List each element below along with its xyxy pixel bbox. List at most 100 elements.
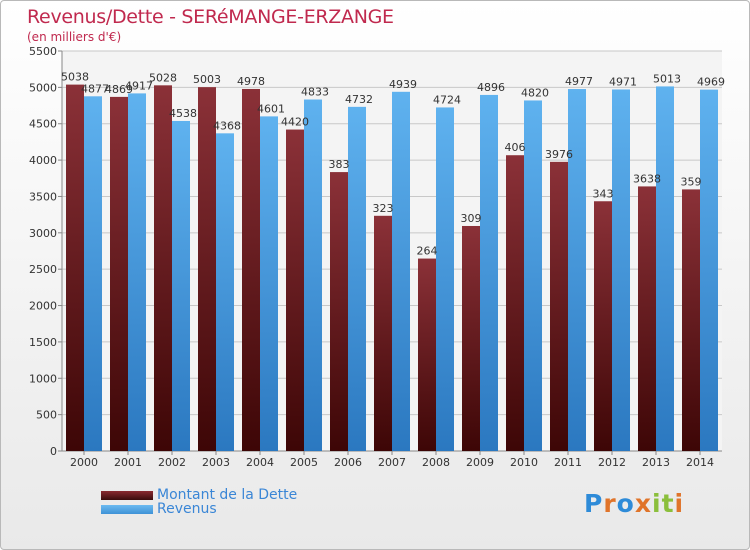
- debt-data-label: 5038: [61, 71, 89, 84]
- logo-letter: P: [584, 489, 604, 518]
- debt-bar: [594, 201, 612, 451]
- revenue-bar: [348, 106, 366, 451]
- revenue-data-label: 4724: [433, 93, 461, 106]
- y-tick-label: 5500: [29, 45, 57, 58]
- revenue-bar: [480, 94, 498, 451]
- x-tick-label: 2011: [554, 456, 582, 469]
- chart-subtitle: (en milliers d'€): [27, 30, 122, 44]
- legend-item-debt: Montant de la Dette: [101, 487, 298, 503]
- x-tick-label: 2013: [642, 456, 670, 469]
- debt-bar: [110, 96, 128, 452]
- revenue-data-label: 4833: [301, 86, 329, 99]
- revenue-bar: [392, 91, 410, 452]
- logo-letter: r: [603, 489, 617, 518]
- logo-letter: i: [652, 489, 662, 518]
- debt-data-label: 4869: [105, 83, 133, 96]
- revenue-data-label: 4368: [213, 119, 241, 132]
- revenue-data-label: 4820: [521, 86, 549, 99]
- debt-bar: [242, 88, 260, 452]
- debt-data-label: 383: [329, 158, 350, 171]
- debt-bar: [506, 155, 524, 451]
- revenue-bar: [568, 89, 586, 451]
- y-tick-label: 2500: [29, 263, 57, 276]
- debt-data-label: 264: [417, 245, 438, 258]
- revenue-data-label: 4896: [477, 81, 505, 94]
- y-tick-label: 2000: [29, 300, 57, 313]
- x-tick-label: 2014: [686, 456, 714, 469]
- debt-data-label: 343: [593, 187, 614, 200]
- y-tick-label: 4500: [29, 118, 57, 131]
- x-tick-label: 2010: [510, 456, 538, 469]
- revenue-data-label: 5013: [653, 72, 681, 85]
- revenue-data-label: 4601: [257, 102, 285, 115]
- revenue-data-label: 4977: [565, 75, 593, 88]
- x-tick-label: 2004: [246, 456, 274, 469]
- y-tick-label: 3000: [29, 227, 57, 240]
- y-tick-label: 500: [36, 409, 57, 422]
- logo-letter: x: [634, 489, 652, 518]
- revenue-bar: [260, 116, 278, 451]
- y-tick-label: 4000: [29, 154, 57, 167]
- debt-bar: [638, 186, 656, 451]
- debt-bar: [550, 161, 568, 451]
- logo-letter: o: [616, 489, 635, 518]
- debt-bar: [154, 85, 172, 451]
- x-tick-label: 2007: [378, 456, 406, 469]
- legend-label-revenue: Revenus: [157, 501, 217, 517]
- x-tick-label: 2006: [334, 456, 362, 469]
- revenue-data-label: 4939: [389, 78, 417, 91]
- legend-label-debt: Montant de la Dette: [157, 487, 298, 503]
- revenue-bar: [700, 89, 718, 452]
- revenue-bar: [656, 86, 674, 451]
- debt-data-label: 309: [461, 212, 482, 225]
- revenue-data-label: 4969: [697, 76, 725, 89]
- debt-bar: [66, 84, 84, 451]
- revenue-bar: [524, 100, 542, 452]
- x-tick-label: 2003: [202, 456, 230, 469]
- revenue-data-label: 4538: [169, 107, 197, 120]
- debt-data-label: 359: [681, 175, 702, 188]
- x-tick-label: 2000: [70, 456, 98, 469]
- revenue-data-label: 4917: [125, 79, 153, 92]
- legend-swatch-debt: [101, 490, 153, 500]
- debt-data-label: 4420: [281, 116, 309, 129]
- proxiti-logo: Proxiti: [584, 489, 684, 518]
- debt-bar: [198, 87, 216, 452]
- x-tick-label: 2012: [598, 456, 626, 469]
- x-tick-label: 2005: [290, 456, 318, 469]
- debt-bar: [682, 189, 700, 451]
- x-tick-label: 2001: [114, 456, 142, 469]
- debt-data-label: 3976: [545, 148, 573, 161]
- y-tick-label: 3500: [29, 190, 57, 203]
- x-tick-label: 2008: [422, 456, 450, 469]
- legend-swatch-revenue: [101, 504, 153, 514]
- revenue-bar: [436, 107, 454, 451]
- revenue-bar: [216, 133, 234, 451]
- y-tick-label: 5000: [29, 81, 57, 94]
- debt-bar: [418, 258, 436, 451]
- debt-bar: [462, 225, 480, 451]
- revenue-data-label: 4732: [345, 93, 373, 106]
- debt-bar: [374, 215, 392, 451]
- revenue-bar: [84, 96, 102, 452]
- debt-data-label: 5003: [193, 73, 221, 86]
- revenue-bar: [304, 99, 322, 451]
- revenue-data-label: 4877: [81, 82, 109, 95]
- y-tick-label: 0: [50, 445, 57, 458]
- x-tick-label: 2009: [466, 456, 494, 469]
- legend-item-revenue: Revenus: [101, 501, 217, 517]
- revenue-bar: [128, 93, 146, 452]
- revenue-bar: [172, 120, 190, 452]
- revenue-bar: [612, 89, 630, 452]
- debt-bar: [330, 172, 348, 451]
- x-tick-label: 2002: [158, 456, 186, 469]
- y-tick-label: 1500: [29, 336, 57, 349]
- debt-data-label: 3638: [633, 172, 661, 185]
- debt-data-label: 5028: [149, 71, 177, 84]
- logo-letter: t: [661, 489, 675, 518]
- debt-data-label: 406: [505, 141, 526, 154]
- logo-letter: i: [674, 489, 685, 518]
- debt-data-label: 4978: [237, 75, 265, 88]
